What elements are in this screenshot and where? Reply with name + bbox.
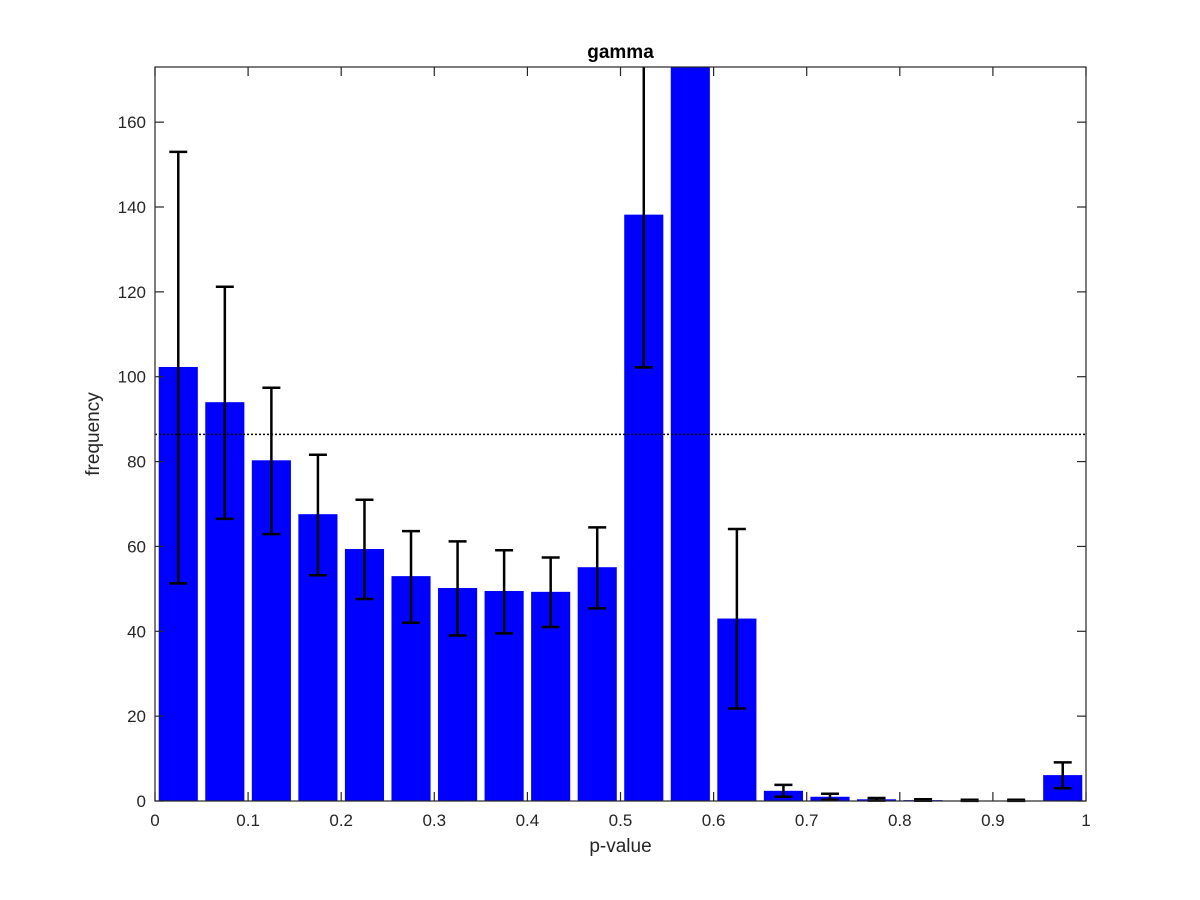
x-ticks-group: 0 0.1 0.2 0.3 0.4 0.5 0.6 0.7 0.8 0.9 1 [150,67,1091,830]
y-tick-label: 160 [118,113,146,132]
x-tick-label: 0.8 [888,811,912,830]
bars-group [158,67,1083,801]
x-axis-label: p-value [589,836,651,857]
y-tick-label: 140 [118,198,146,217]
x-tick-label: 0.1 [236,811,260,830]
x-tick-label: 0.4 [516,811,540,830]
y-tick-label: 0 [137,792,146,811]
y-tick-label: 100 [118,368,146,387]
x-tick-label: 0.7 [795,811,819,830]
x-tick-label: 0.9 [981,811,1005,830]
x-tick-label: 1 [1081,811,1090,830]
chart-title: gamma [587,42,654,63]
y-tick-label: 120 [118,283,146,302]
y-tick-label: 60 [127,537,146,556]
x-tick-label: 0.3 [422,811,446,830]
x-tick-label: 0.2 [329,811,353,830]
y-tick-label: 40 [127,622,146,641]
error-bars-group [169,67,1072,803]
y-axis-label: frequency [83,392,104,476]
y-ticks-group: 0 20 40 60 80 100 120 140 160 [118,113,1086,811]
axes-box [154,66,1087,802]
y-tick-label: 20 [127,707,146,726]
x-tick-label: 0.5 [609,811,633,830]
y-tick-label: 80 [127,453,146,472]
x-tick-label: 0.6 [702,811,726,830]
x-tick-label: 0 [150,811,159,830]
